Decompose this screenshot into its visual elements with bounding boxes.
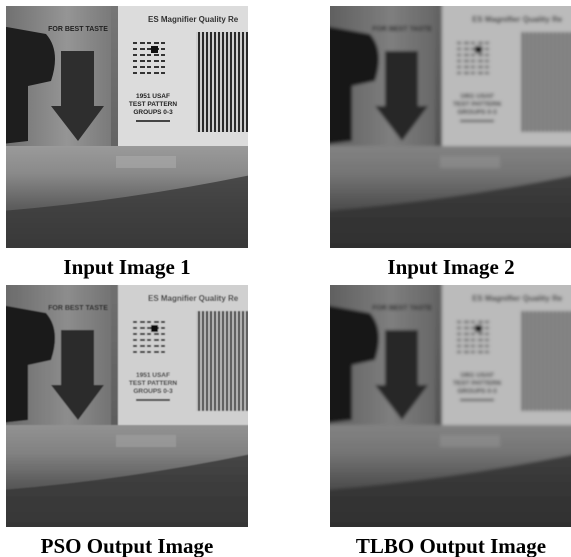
scene: FOR BEST TASTE ES Magnifier Quality Re 195… (1, 1, 256, 256)
test-pattern-block (154, 54, 159, 56)
test-pattern-block (161, 72, 165, 74)
card-rule (136, 120, 170, 122)
test-pattern-block (133, 72, 137, 74)
reflection (116, 156, 176, 168)
tone (330, 6, 571, 248)
caption: PSO Output Image (41, 534, 214, 557)
test-pattern-block (154, 60, 159, 62)
caption: Input Image 2 (387, 255, 514, 279)
test-pattern-block (161, 54, 165, 56)
test-pattern-block (140, 42, 145, 44)
test-pattern-block (140, 66, 145, 68)
stripe-target (196, 32, 256, 132)
test-pattern-block (161, 42, 165, 44)
test-pattern-block (133, 42, 137, 44)
card-text: TEST PATTERN (129, 101, 177, 108)
test-pattern-block (161, 60, 165, 62)
can-label: FOR BEST TASTE (48, 26, 108, 33)
test-pattern-block (133, 54, 137, 56)
caption: Input Image 1 (63, 255, 190, 279)
test-pattern-block (161, 66, 165, 68)
test-pattern-block (140, 54, 145, 56)
test-pattern-block (154, 72, 159, 74)
test-pattern-block (147, 42, 151, 44)
card-text: GROUPS 0-3 (133, 109, 173, 116)
test-pattern-block (140, 72, 145, 74)
test-pattern-block (140, 48, 145, 50)
tone (6, 285, 248, 527)
test-pattern-block (133, 48, 137, 50)
test-pattern-block (161, 48, 165, 50)
photo-panel: FOR BEST TASTEES Magnifier Quality Re195… (325, 1, 571, 256)
photo-panel: FOR BEST TASTE ES Magnifier Quality Re 195… (1, 1, 256, 256)
test-pattern-block (140, 60, 145, 62)
figure: FOR BEST TASTE ES Magnifier Quality Re 195… (0, 0, 571, 557)
test-pattern-block (147, 66, 151, 68)
test-pattern-block (147, 72, 151, 74)
tone (330, 285, 571, 527)
card-text: 1951 USAF (136, 93, 170, 100)
test-pattern-square (151, 46, 158, 53)
test-pattern-block (147, 54, 151, 56)
test-pattern-block (147, 48, 151, 50)
test-pattern-block (154, 66, 159, 68)
test-pattern-block (147, 60, 151, 62)
test-pattern-block (133, 66, 137, 68)
test-pattern-block (154, 42, 159, 44)
test-pattern-block (133, 60, 137, 62)
card-header: ES Magnifier Quality Re (148, 15, 239, 24)
caption: TLBO Output Image (356, 534, 546, 557)
